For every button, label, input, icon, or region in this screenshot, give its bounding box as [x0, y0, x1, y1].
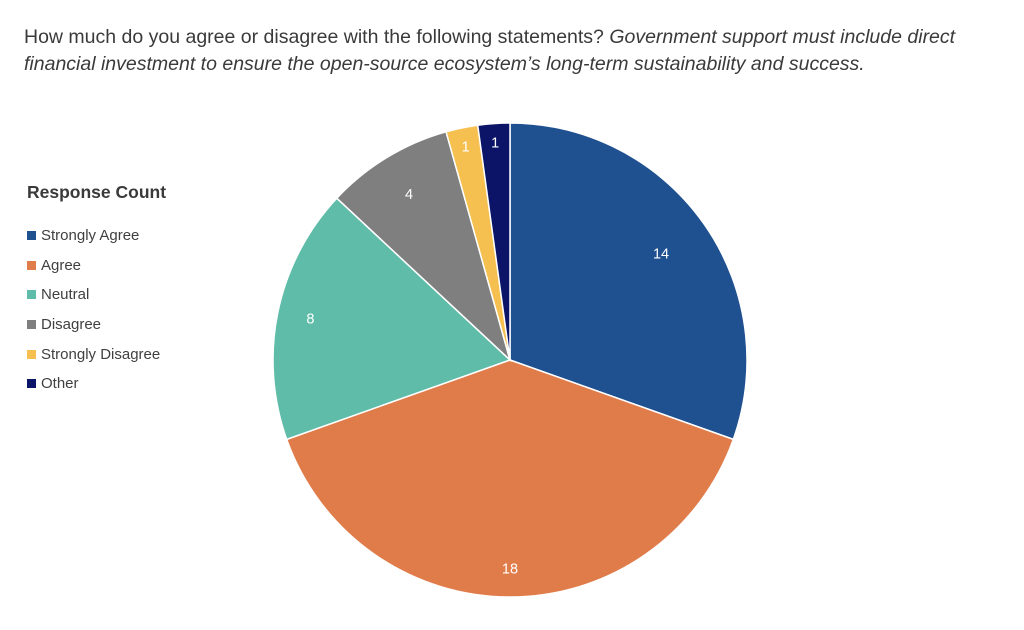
pie-slice	[272, 197, 512, 441]
legend-swatch	[27, 231, 36, 241]
legend-label: Strongly Agree	[41, 227, 140, 245]
legend-item: Strongly Disagree	[27, 339, 160, 369]
pie-slice	[476, 122, 511, 361]
slice-data-label: 18	[502, 562, 518, 578]
legend-label: Neutral	[41, 286, 90, 304]
legend-swatch	[27, 320, 36, 330]
slice-data-label: 14	[653, 246, 669, 262]
slice-data-label: 1	[462, 140, 470, 156]
legend-swatch	[27, 349, 36, 359]
legend-label: Agree	[41, 256, 82, 274]
legend-swatch	[27, 260, 36, 270]
legend-swatch	[27, 379, 36, 389]
slice-data-label: 4	[405, 187, 413, 203]
legend-swatch	[27, 290, 36, 300]
legend-item: Agree	[27, 251, 160, 281]
question-statement: Government support must include direct f…	[24, 26, 956, 75]
legend-item: Strongly Agree	[27, 221, 160, 251]
pie-slice	[509, 122, 748, 441]
legend-label: Disagree	[41, 316, 102, 334]
legend-label: Other	[41, 375, 79, 393]
slice-data-label: 8	[306, 312, 314, 328]
question-lead: How much do you agree or disagree with t…	[24, 26, 604, 48]
pie-slice	[335, 130, 512, 363]
slice-data-label: 1	[491, 135, 499, 151]
pie-slice	[285, 359, 735, 598]
legend-label: Strongly Disagree	[41, 345, 161, 363]
legend: Strongly Agree Agree Neutral Disagree Strong…	[27, 221, 160, 399]
legend-item: Disagree	[27, 310, 160, 340]
legend-title: Response Count	[27, 182, 167, 202]
legend-item: Neutral	[27, 280, 160, 310]
chart-question: How much do you agree or disagree with t…	[24, 24, 994, 78]
legend-item: Other	[27, 369, 160, 399]
